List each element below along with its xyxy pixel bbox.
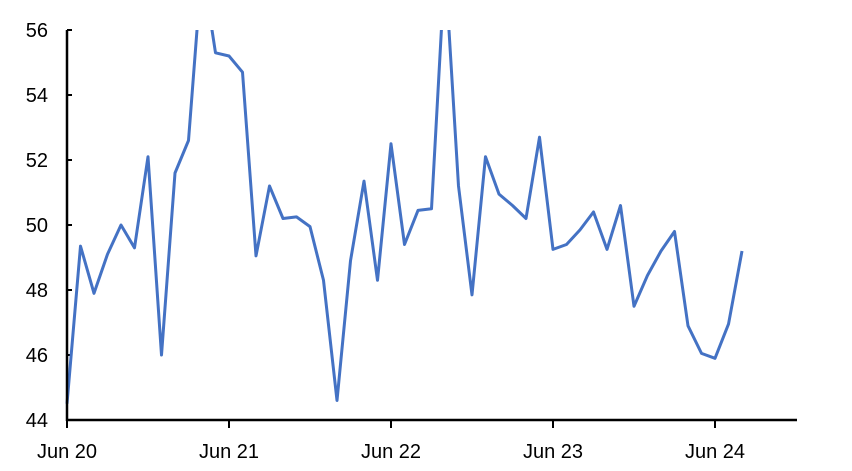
x-tick-label: Jun 20 <box>37 441 97 463</box>
y-tick-label: 48 <box>26 280 48 302</box>
x-tick-label: Jun 21 <box>199 441 259 463</box>
x-tick-label: Jun 23 <box>523 441 583 463</box>
x-axis: Jun 20 Jun 21 Jun 22 Jun 23 Jun 24 <box>37 420 745 463</box>
y-tick-label: 44 <box>26 410 48 432</box>
y-tick-label: 54 <box>26 85 48 107</box>
y-tick-label: 50 <box>26 215 48 237</box>
x-tick-label: Jun 24 <box>685 441 745 463</box>
series-line <box>65 30 744 404</box>
x-tick-label: Jun 22 <box>361 441 421 463</box>
y-tick-label: 52 <box>26 150 48 172</box>
y-tick-label: 56 <box>26 20 48 42</box>
y-tick-label: 46 <box>26 345 48 367</box>
y-axis: 44 46 48 50 52 54 56 <box>26 20 72 432</box>
